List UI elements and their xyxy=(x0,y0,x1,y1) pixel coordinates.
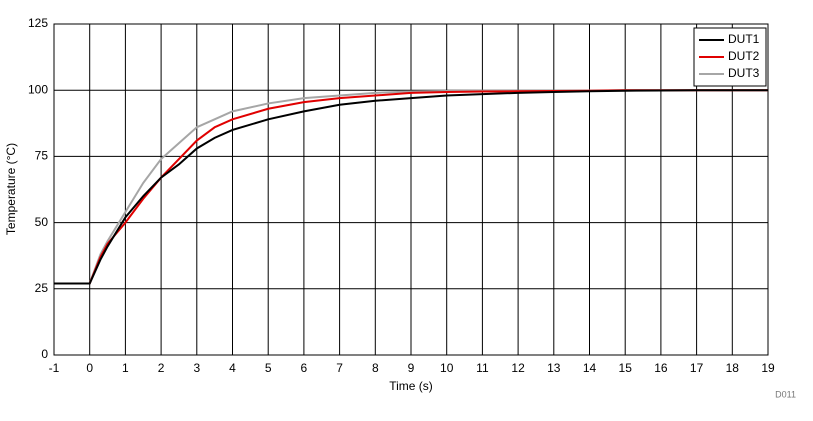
x-tick-label: 11 xyxy=(476,361,489,375)
x-tick-label: 7 xyxy=(336,361,343,375)
x-tick-label: 13 xyxy=(547,361,561,375)
y-tick-label: 75 xyxy=(35,149,49,163)
x-tick-label: 6 xyxy=(301,361,308,375)
y-tick-label: 0 xyxy=(41,347,48,361)
x-tick-label: 4 xyxy=(229,361,236,375)
annotation: D011 xyxy=(775,389,796,399)
y-axis-label: Temperature (°C) xyxy=(4,143,18,235)
x-tick-label: 0 xyxy=(86,361,93,375)
x-axis-label: Time (s) xyxy=(389,379,433,393)
x-tick-label: 1 xyxy=(122,361,129,375)
x-tick-label: 5 xyxy=(265,361,272,375)
x-tick-label: 2 xyxy=(158,361,165,375)
x-tick-label: -1 xyxy=(49,361,60,375)
y-tick-label: 125 xyxy=(28,16,48,30)
x-tick-label: 8 xyxy=(372,361,379,375)
x-tick-label: 15 xyxy=(619,361,633,375)
x-tick-label: 10 xyxy=(440,361,454,375)
x-tick-label: 18 xyxy=(726,361,740,375)
y-tick-label: 50 xyxy=(35,215,49,229)
y-tick-label: 25 xyxy=(35,281,49,295)
x-tick-label: 14 xyxy=(583,361,597,375)
legend-label: DUT2 xyxy=(728,49,760,63)
x-tick-label: 17 xyxy=(690,361,704,375)
x-tick-label: 9 xyxy=(408,361,415,375)
line-series xyxy=(54,89,768,285)
x-tick-label: 16 xyxy=(654,361,668,375)
x-tick-label: 3 xyxy=(193,361,200,375)
x-tick-label: 12 xyxy=(511,361,525,375)
legend-label: DUT3 xyxy=(728,66,760,80)
legend-label: DUT1 xyxy=(728,32,760,46)
x-tick-label: 19 xyxy=(761,361,775,375)
y-tick-label: 100 xyxy=(28,82,48,96)
